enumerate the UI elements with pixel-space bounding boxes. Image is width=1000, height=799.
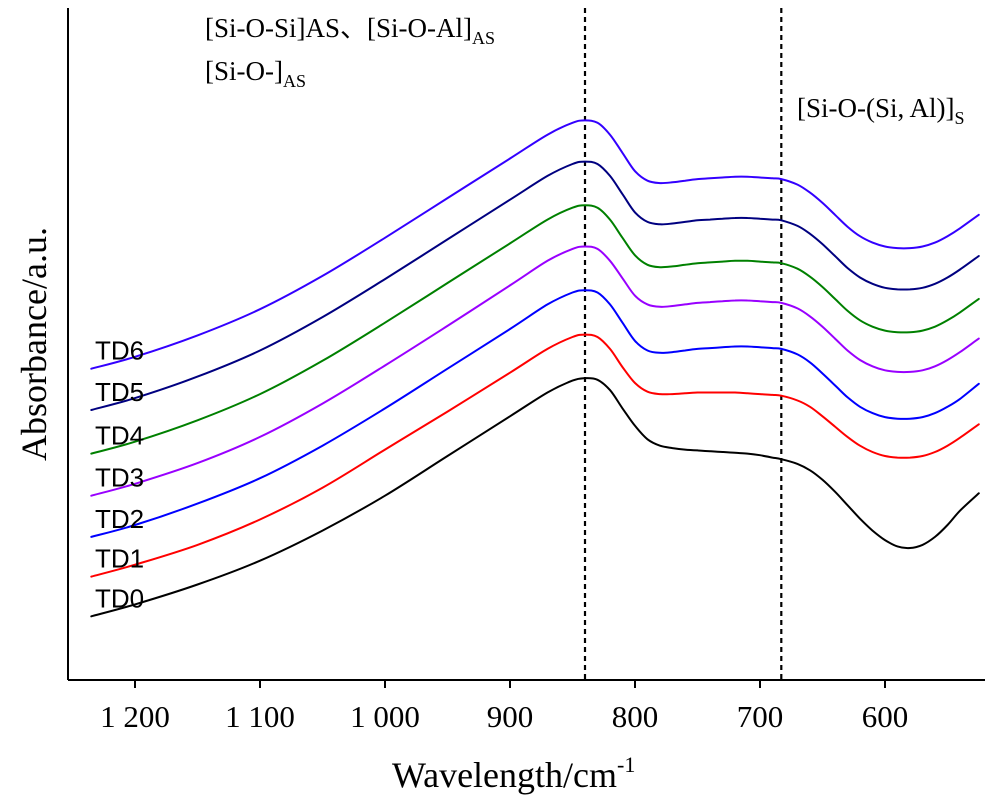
series-labels: TD0 TD1 TD2 TD3 TD4 TD5 TD6: [95, 336, 144, 614]
annotation-peak-s-main: [Si-O-(Si, Al)]: [797, 93, 955, 123]
x-tick-label: 1 000: [350, 699, 420, 734]
annotation-si-o-as: [Si-O-]AS: [205, 56, 306, 91]
series-line-td6: [90, 119, 980, 370]
x-axis-title-sup: -1: [617, 752, 635, 777]
annotation-si-o-as-sub: AS: [283, 71, 306, 91]
x-axis-title: Wavelength/cm-1: [392, 752, 635, 795]
series-line-td3: [90, 245, 980, 497]
series-label-td3: TD3: [95, 463, 144, 493]
x-tick-label: 700: [737, 699, 784, 734]
series-label-td5: TD5: [95, 377, 144, 407]
series-label-td4: TD4: [95, 421, 144, 451]
series-line-td2: [90, 289, 980, 538]
series-line-td1: [90, 333, 980, 578]
series-label-td6: TD6: [95, 336, 144, 366]
x-tick-label: 800: [612, 699, 659, 734]
y-axis-title: Absorbance/a.u.: [14, 227, 54, 461]
series-line-td5: [90, 160, 980, 411]
annotation-si-o-as-main: [Si-O-]: [205, 56, 283, 86]
series-label-td1: TD1: [95, 544, 144, 574]
series-group: [90, 119, 980, 618]
x-tick-label: 900: [487, 699, 534, 734]
series-line-td4: [90, 204, 980, 455]
x-tick-label: 600: [862, 699, 909, 734]
annotation-peak-as: [Si-O-Si]AS、[Si-O-Al]AS: [205, 13, 495, 48]
x-axis-title-main: Wavelength/cm: [392, 755, 617, 795]
series-label-td0: TD0: [95, 583, 144, 613]
reference-lines: [583, 8, 783, 680]
annotation-peak-as-main: [Si-O-Si]AS、[Si-O-Al]: [205, 13, 472, 43]
annotation-peak-s-sub: S: [955, 108, 965, 128]
x-tick-label: 1 200: [100, 699, 170, 734]
series-line-td0: [90, 377, 980, 618]
x-tick-label: 1 100: [225, 699, 295, 734]
series-label-td2: TD2: [95, 504, 144, 534]
annotation-peak-s: [Si-O-(Si, Al)]S: [797, 93, 965, 128]
annotation-peak-as-sub: AS: [472, 28, 495, 48]
x-ticks: 1 200 1 100 1 000 900 800 700 600: [100, 680, 908, 734]
